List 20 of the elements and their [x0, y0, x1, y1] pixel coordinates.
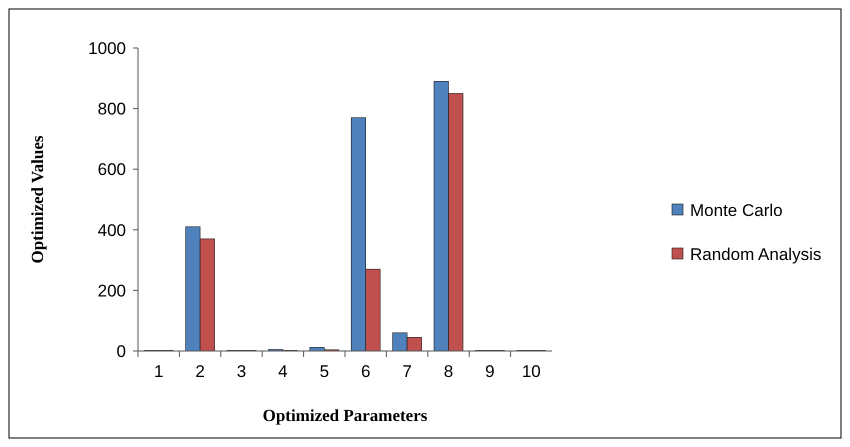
y-axis-title: Optimized Values [28, 135, 47, 264]
y-tick-label: 800 [98, 100, 126, 119]
x-tick-label: 4 [278, 362, 288, 381]
y-tick-label: 1000 [88, 38, 126, 58]
x-axis-title: Optimized Parameters [262, 406, 428, 425]
x-tick-label: 6 [360, 362, 370, 381]
x-tick-label: 3 [236, 362, 246, 381]
y-tick-label: 200 [98, 281, 126, 300]
x-tick-label: 2 [195, 362, 205, 381]
x-tick-label: 7 [402, 362, 412, 381]
legend-label: Random Analysis [690, 244, 822, 264]
y-tick-label: 0 [116, 342, 126, 361]
x-tick-label: 5 [320, 362, 330, 381]
x-tick-label: 9 [485, 362, 495, 381]
legend-label: Monte Carlo [690, 200, 783, 220]
y-tick-label: 400 [98, 220, 126, 240]
x-tick-label: 8 [444, 362, 454, 381]
x-tick-label: 1 [154, 362, 164, 381]
y-tick-label: 600 [98, 160, 126, 180]
x-tick-label: 10 [522, 362, 541, 381]
